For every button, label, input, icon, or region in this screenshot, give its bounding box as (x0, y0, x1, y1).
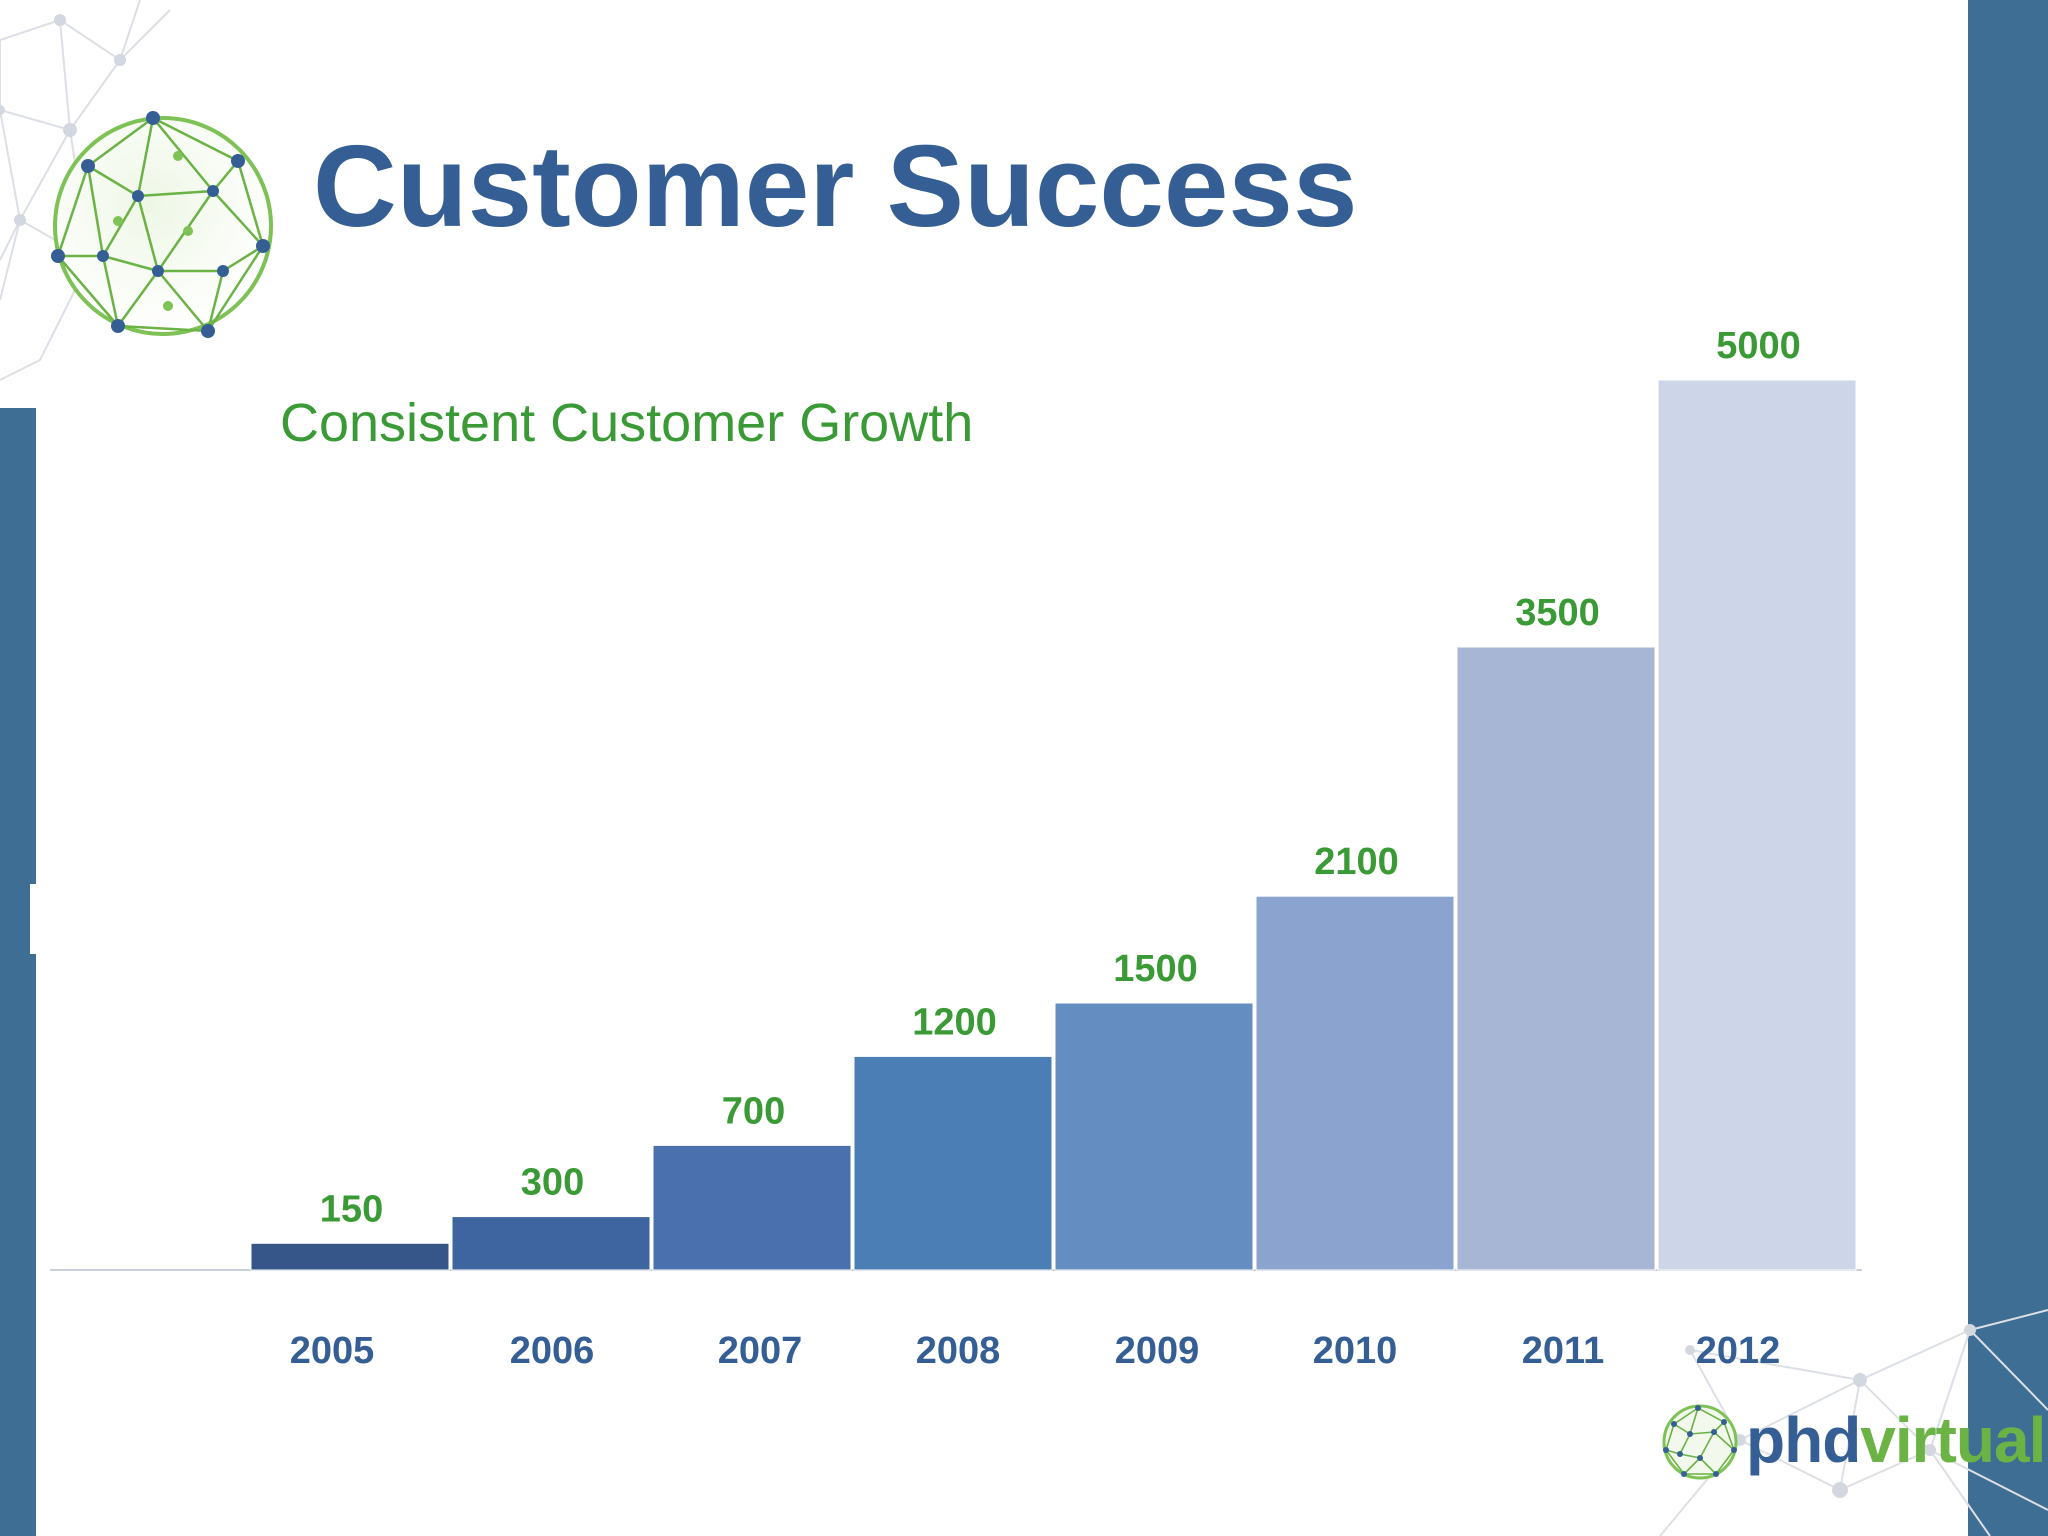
logo-text-virtual: virtual (1860, 1404, 2046, 1476)
x-tick-label-2011: 2011 (1522, 1330, 1604, 1372)
bar-2006 (451, 1216, 651, 1271)
bar-2008 (853, 1055, 1053, 1271)
left-side-band (0, 408, 36, 1536)
left-band-notch (30, 884, 40, 954)
x-tick-label-2008: 2008 (916, 1330, 1001, 1372)
x-tick-label-2007: 2007 (718, 1330, 803, 1372)
x-tick-label-2009: 2009 (1115, 1330, 1200, 1372)
chart-subtitle: Consistent Customer Growth (280, 393, 974, 453)
bar-2007 (652, 1144, 852, 1271)
data-label-2005: 150 (320, 1188, 383, 1230)
bar-2009 (1054, 1002, 1254, 1271)
logo-text-phd: phd (1746, 1404, 1861, 1476)
x-tick-label-2006: 2006 (510, 1330, 595, 1372)
x-tick-label-2012: 2012 (1696, 1330, 1781, 1372)
data-label-2010: 2100 (1314, 841, 1399, 883)
bar-2005 (250, 1242, 450, 1271)
data-label-2012: 5000 (1716, 325, 1801, 367)
bar-2011 (1456, 646, 1656, 1271)
bar-2010 (1255, 895, 1455, 1271)
data-label-2007: 700 (722, 1090, 785, 1132)
slide-title: Customer Success (313, 121, 1358, 251)
bar-2012 (1657, 379, 1857, 1271)
x-tick-label-2005: 2005 (290, 1330, 375, 1372)
data-label-2009: 1500 (1113, 948, 1198, 990)
x-tick-label-2010: 2010 (1313, 1330, 1398, 1372)
network-globe-icon (51, 111, 273, 338)
right-side-band (1968, 0, 2048, 1536)
data-label-2006: 300 (521, 1162, 584, 1204)
logo-globe-icon (1662, 1404, 1738, 1480)
phdvirtual-logo: phdvirtual (1660, 1398, 2046, 1488)
data-label-2008: 1200 (912, 1001, 997, 1043)
logo-wordmark: phdvirtual (1746, 1408, 2046, 1472)
data-label-2011: 3500 (1515, 592, 1600, 634)
